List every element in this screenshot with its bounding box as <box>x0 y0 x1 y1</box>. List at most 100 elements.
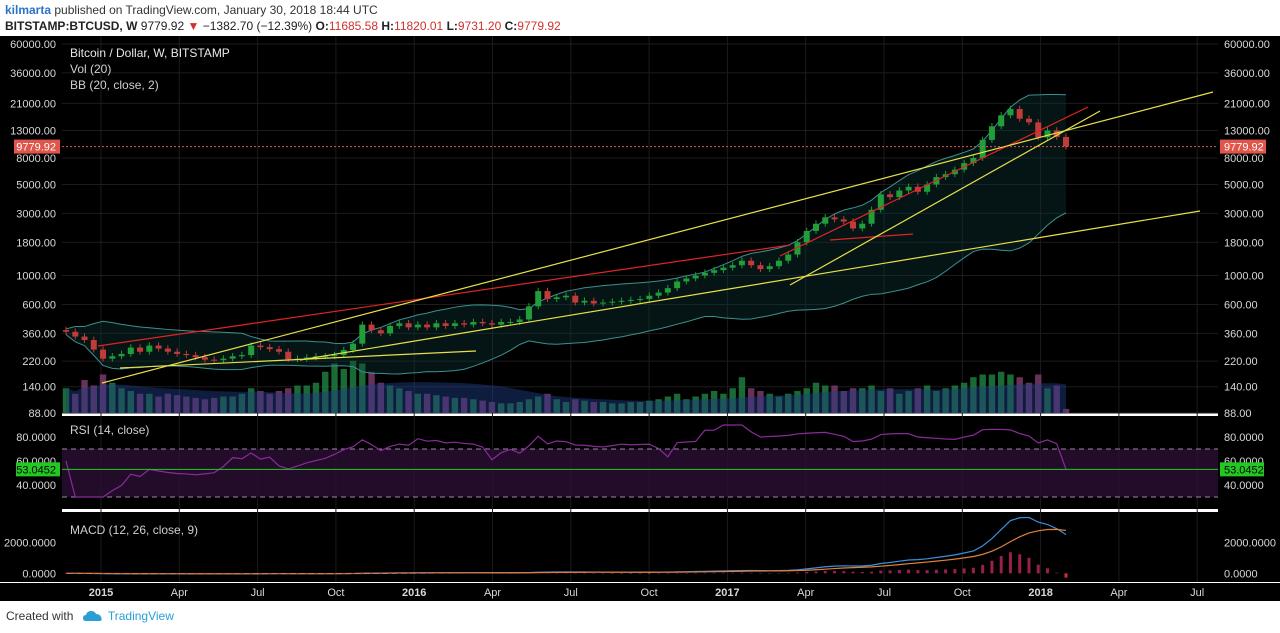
open-label: O: <box>315 19 329 33</box>
volume-bar <box>997 371 1005 413</box>
macd-histogram-bar <box>842 571 846 574</box>
macd-histogram-bar <box>833 570 837 574</box>
price-tick-left: 36000.00 <box>10 68 56 80</box>
volume-bar <box>868 385 875 413</box>
price-tick-right: 36000.00 <box>1224 68 1270 80</box>
macd-histogram-bar <box>138 573 142 574</box>
macd-tick-left: 2000.0000 <box>4 538 56 550</box>
macd-histogram-bar <box>184 573 188 574</box>
trendline-red-lower <box>97 244 791 347</box>
author-link[interactable]: kilmarta <box>5 3 52 17</box>
rsi-tick-left: 40.0000 <box>16 480 56 492</box>
macd-histogram-bar <box>286 573 290 574</box>
volume-bar <box>210 397 218 413</box>
macd-histogram-bar <box>768 573 772 574</box>
price-tick-left: 360.00 <box>22 328 56 340</box>
candle-body <box>581 300 588 303</box>
time-tick: Jul <box>251 587 265 599</box>
candle-body <box>424 324 431 328</box>
macd-histogram-bar <box>934 569 938 574</box>
volume-bar <box>914 388 922 413</box>
macd-histogram-bar <box>721 572 725 574</box>
volume-bar <box>442 396 449 413</box>
macd-histogram-bar <box>1036 564 1040 574</box>
candle-body <box>451 323 458 326</box>
bb-lower-line <box>65 212 1067 375</box>
volume-bar <box>859 388 866 413</box>
price-change: −1382.70 (−12.39%) <box>202 19 313 33</box>
macd-histogram-bar <box>240 573 244 574</box>
candle-body <box>498 321 505 325</box>
volume-bar <box>423 393 431 413</box>
price-tick-left: 5000.00 <box>16 180 56 192</box>
candle-body <box>118 353 125 357</box>
volume-bar <box>590 402 597 413</box>
volume-bar <box>433 395 440 413</box>
left-axis <box>0 36 62 582</box>
volume-bar <box>229 396 236 413</box>
volume-bar <box>535 396 542 413</box>
trendline-red-short <box>829 233 914 241</box>
candle-body <box>711 270 718 273</box>
price-tick-left: 3000.00 <box>16 208 56 220</box>
volume-bar <box>1062 408 1070 413</box>
macd-histogram-bar <box>703 572 707 574</box>
macd-histogram-bar <box>407 573 411 574</box>
macd-histogram-bar <box>444 573 448 574</box>
candle-body <box>970 157 977 164</box>
macd-histogram-bar <box>1055 572 1059 574</box>
macd-histogram-bar <box>471 573 475 574</box>
candle-body <box>748 260 755 266</box>
main-pane[interactable] <box>62 36 1218 413</box>
volume-bar <box>785 393 792 413</box>
candle-body <box>488 323 495 325</box>
volume-bar <box>368 371 375 413</box>
time-tick: 2015 <box>89 587 113 599</box>
published-text: published on TradingView.com, January 30… <box>54 3 378 17</box>
volume-bar <box>646 400 653 413</box>
volume-bar <box>979 374 986 413</box>
last-price-tag-left <box>14 139 60 154</box>
macd-histogram-bar <box>814 571 818 574</box>
volume-bar <box>460 397 468 413</box>
macd-histogram-bar <box>610 573 614 574</box>
bb-legend: BB (20, close, 2) <box>70 78 159 92</box>
candle-body <box>720 267 727 271</box>
candle-body <box>146 345 153 352</box>
candle-body <box>850 221 857 229</box>
macd-histogram-bar <box>1045 568 1049 574</box>
candle-body <box>285 351 292 360</box>
macd-histogram-bar <box>416 573 420 574</box>
price-tick-left: 13000.00 <box>10 125 56 137</box>
candle-body <box>674 281 681 289</box>
candle-body <box>563 295 569 298</box>
macd-histogram-bar <box>962 568 966 574</box>
macd-histogram-bar <box>221 573 225 574</box>
macd-histogram-bar <box>518 573 522 574</box>
vol-legend: Vol (20) <box>70 62 111 76</box>
candle-body <box>868 209 875 224</box>
tradingview-link[interactable]: TradingView <box>107 609 174 623</box>
volume-bar <box>673 393 681 413</box>
macd-pane[interactable] <box>62 512 1218 582</box>
volume-bar <box>609 403 616 413</box>
macd-histogram-bar <box>194 573 198 574</box>
rsi-line <box>65 424 1067 498</box>
chart-area[interactable]: 60000.00 60000.00 36000.00 36000.00 21000.00… <box>0 35 1280 607</box>
candle-body <box>664 288 671 293</box>
volume-bar <box>201 399 209 413</box>
volume-bar <box>322 371 329 413</box>
candle-body <box>979 139 986 158</box>
volume-bar <box>803 388 810 413</box>
macd-histogram-bar <box>657 573 661 574</box>
volume-bar <box>90 385 97 413</box>
volume-bar <box>757 391 764 413</box>
macd-histogram-bar <box>916 570 920 574</box>
macd-histogram-bar <box>295 573 299 574</box>
time-tick: Oct <box>327 587 344 599</box>
macd-histogram-bar <box>434 573 438 574</box>
candle-body <box>377 330 384 334</box>
macd-histogram-bar <box>83 573 87 574</box>
candle-body <box>155 345 162 349</box>
rsi-tick-right: 80.0000 <box>1224 432 1264 444</box>
